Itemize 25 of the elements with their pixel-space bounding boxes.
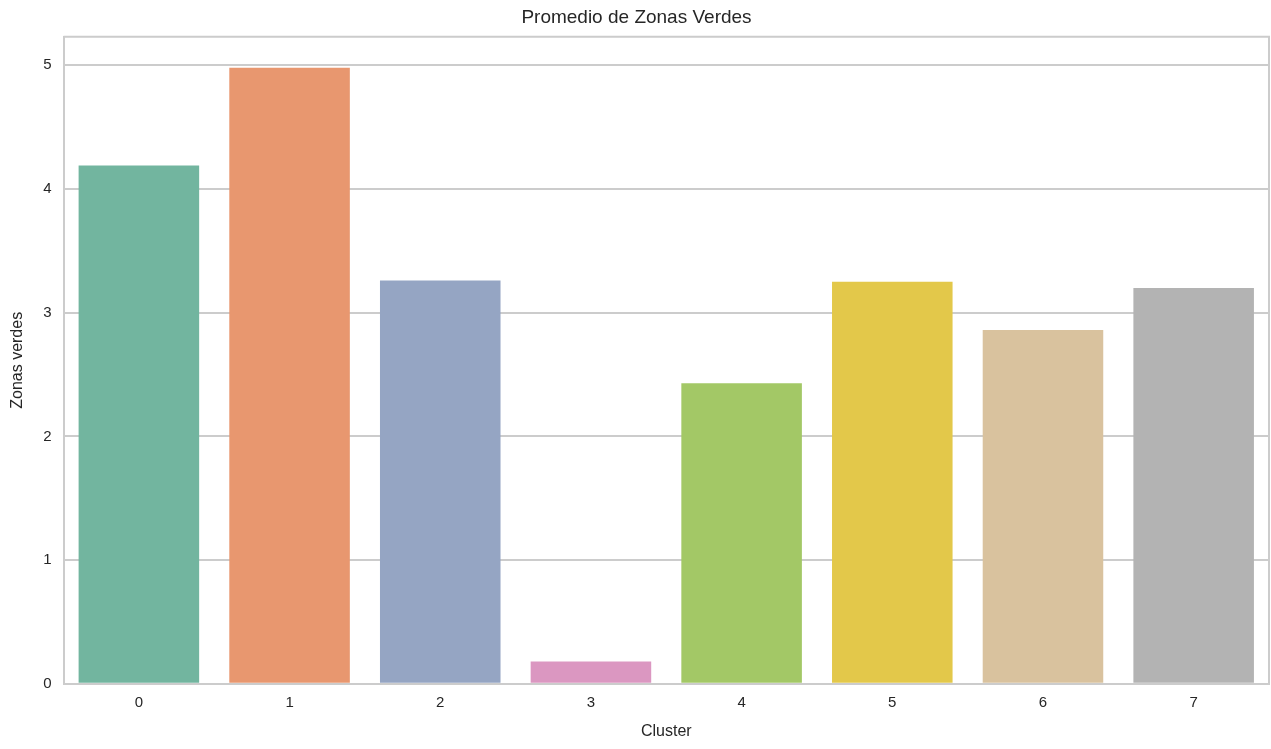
x-tick-label: 7 bbox=[1189, 692, 1198, 710]
y-tick-label: 5 bbox=[43, 55, 52, 73]
x-tick-label: 3 bbox=[586, 692, 596, 710]
bar bbox=[530, 661, 652, 683]
x-tick-label: 6 bbox=[1038, 692, 1048, 710]
x-tick-label: 4 bbox=[737, 692, 746, 710]
y-tick-label: 3 bbox=[43, 302, 52, 320]
x-tick-label: 0 bbox=[134, 692, 144, 710]
y-axis-title: Zonas verdes bbox=[8, 311, 26, 409]
y-tick-label: 0 bbox=[43, 673, 52, 691]
y-tick-label: 2 bbox=[43, 426, 52, 444]
y-tick-label: 1 bbox=[43, 550, 52, 568]
bar bbox=[681, 383, 802, 683]
chart-title: Promedio de Zonas Verdes bbox=[521, 5, 752, 27]
bar bbox=[229, 67, 350, 683]
bar bbox=[982, 329, 1104, 683]
x-axis-title: Cluster bbox=[640, 721, 693, 739]
x-tick-label: 1 bbox=[285, 692, 294, 710]
y-tick-label: 4 bbox=[43, 179, 52, 197]
bar bbox=[832, 281, 953, 683]
bar bbox=[78, 165, 200, 683]
x-tick-label: 2 bbox=[436, 692, 445, 710]
bar bbox=[1133, 287, 1254, 683]
x-tick-label: 5 bbox=[888, 692, 897, 710]
bar bbox=[379, 280, 501, 683]
